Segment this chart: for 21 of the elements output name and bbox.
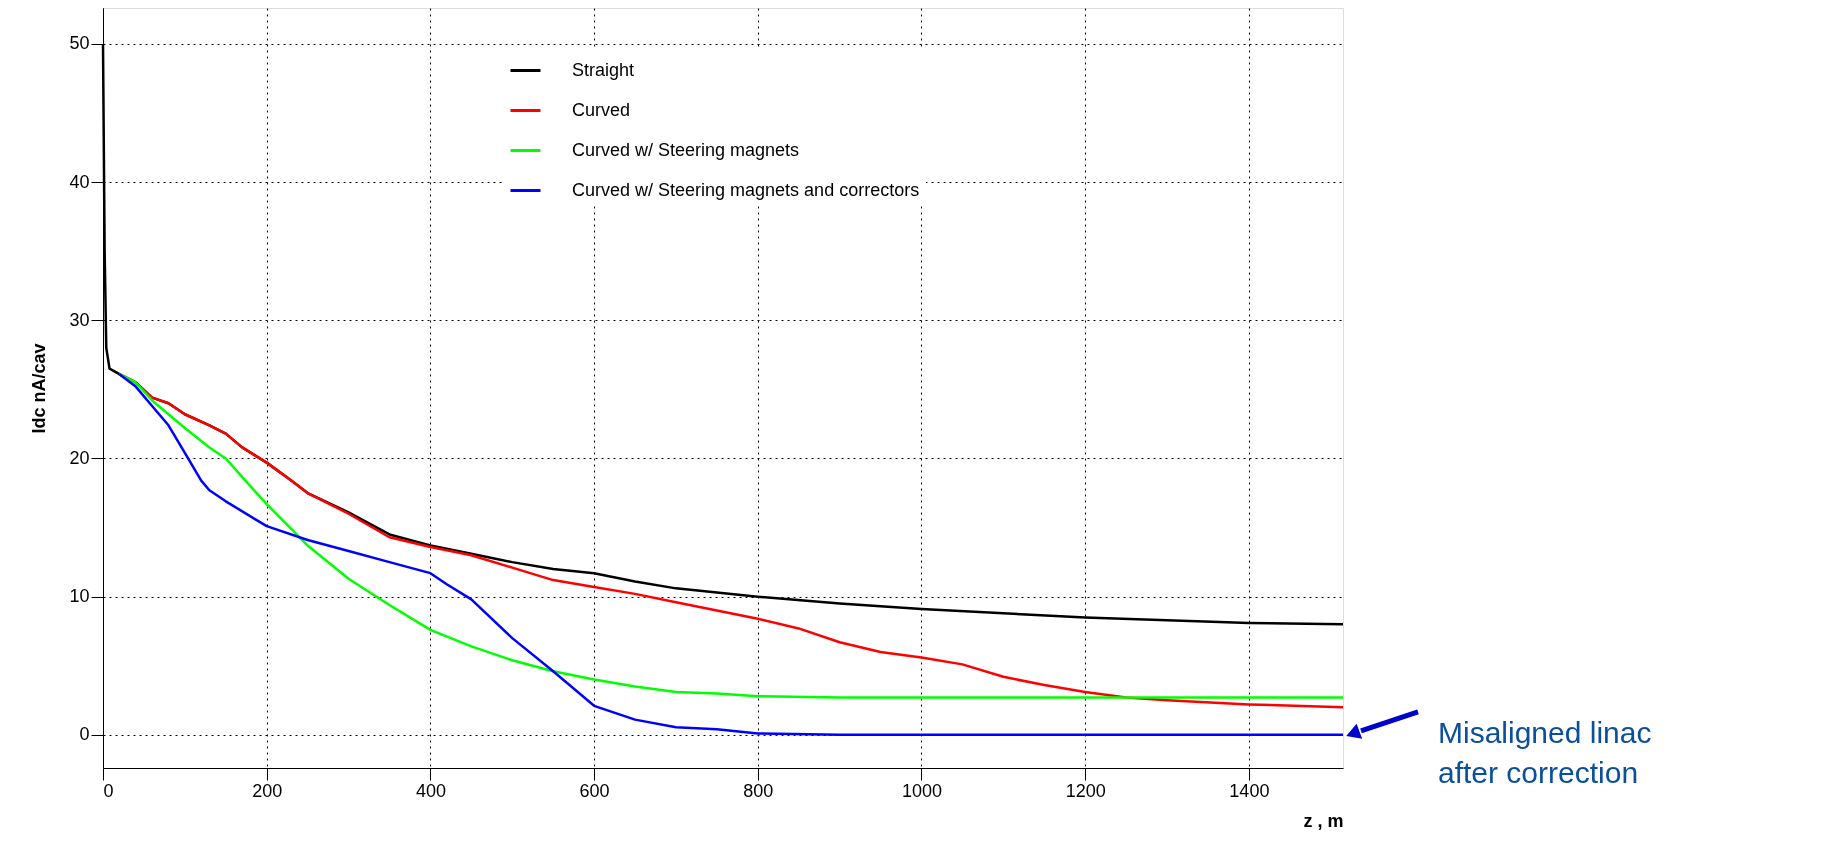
y-tick-label: 10 <box>69 586 90 607</box>
y-tick-label: 30 <box>69 309 90 330</box>
legend-label: Curved <box>572 99 631 120</box>
legend-label: Curved w/ Steering magnets and correctors <box>572 179 920 200</box>
legend-label: Straight <box>572 59 635 80</box>
x-tick-label: 1000 <box>901 780 943 801</box>
y-tick-label: 0 <box>79 724 90 745</box>
y-tick-label: 40 <box>69 171 90 192</box>
y-tick-label: 50 <box>69 33 90 54</box>
x-tick-label: 600 <box>579 780 610 801</box>
x-tick-label: 400 <box>415 780 446 801</box>
legend-label: Curved w/ Steering magnets <box>572 139 800 160</box>
x-axis-title: z , m <box>1303 810 1344 831</box>
x-tick-label: 0 <box>103 780 114 801</box>
x-tick-label: 1200 <box>1065 780 1106 801</box>
x-tick-label: 800 <box>743 780 774 801</box>
y-tick-label: 20 <box>69 447 90 468</box>
x-tick-label: 1400 <box>1229 780 1270 801</box>
y-axis-title: Idc nA/cav <box>29 343 50 434</box>
text: Misaligned linac after correction <box>1438 715 1652 789</box>
x-tick-label: 200 <box>252 780 283 801</box>
